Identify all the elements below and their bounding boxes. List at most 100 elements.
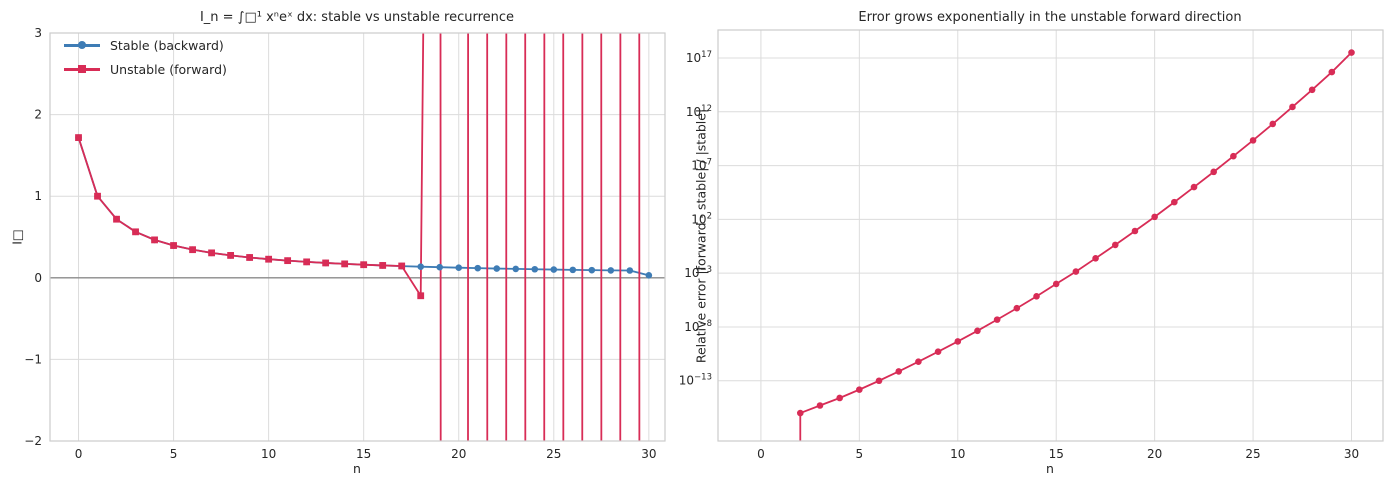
error-marker	[1092, 255, 1099, 262]
error-marker	[974, 327, 981, 335]
right-x-tick-label: 5	[856, 447, 864, 461]
legend-entry-unstable: Unstable (forward)	[64, 60, 227, 79]
left-x-tick-label: 0	[75, 447, 83, 461]
right-x-tick-label: 15	[1049, 447, 1064, 461]
left-y-tick-label: 2	[34, 108, 42, 122]
unstable-marker	[246, 254, 254, 261]
error-marker	[1013, 304, 1021, 312]
error-marker	[796, 409, 804, 417]
stable-marker	[550, 266, 558, 273]
right-x-tick-label: 25	[1245, 447, 1260, 461]
stable-marker	[417, 263, 425, 270]
error-marker	[816, 402, 824, 409]
right-y-tick-label: 10−3	[684, 265, 712, 280]
left-y-tick-label: 1	[34, 189, 42, 203]
right-axes-border	[717, 29, 1384, 442]
left-x-tick-label: 20	[451, 447, 466, 461]
unstable-marker	[132, 228, 139, 236]
stable-marker	[645, 272, 653, 279]
unstable-marker	[284, 257, 292, 265]
legend-entry-stable: Stable (backward)	[64, 36, 227, 55]
right-chart-title: Error grows exponentially in the unstabl…	[858, 10, 1242, 25]
error-marker	[1230, 152, 1237, 160]
error-marker	[993, 316, 1001, 323]
error-marker	[1210, 168, 1217, 176]
stable-circle-marker-icon	[78, 41, 87, 50]
error-marker	[1072, 268, 1080, 275]
stable-line-swatch	[64, 36, 100, 55]
error-marker	[1348, 49, 1355, 56]
error-marker	[836, 394, 843, 402]
stable-marker	[455, 264, 463, 271]
error-marker	[1269, 120, 1277, 128]
unstable-line-swatch	[64, 60, 100, 79]
left-x-tick-label: 25	[546, 447, 561, 461]
right-x-tick-label: 0	[757, 447, 765, 461]
right-y-tick-label: 102	[691, 211, 712, 226]
unstable-marker	[75, 134, 82, 141]
stable-marker	[512, 265, 520, 273]
unstable-marker	[208, 249, 215, 257]
error-marker	[954, 338, 962, 345]
stable-marker	[493, 265, 501, 272]
left-y-axis-label: I□	[9, 229, 25, 245]
right-y-tick-label: 1012	[686, 104, 712, 119]
left-y-tick-label: 3	[34, 26, 42, 40]
right-y-axis-label: Relative error |forward - stable| / |sta…	[693, 108, 709, 364]
stable-marker	[436, 263, 444, 271]
error-marker	[1249, 137, 1257, 144]
left-x-tick-label: 10	[261, 447, 276, 461]
error-marker	[1052, 280, 1060, 288]
unstable-marker	[113, 215, 120, 223]
error-marker	[1151, 213, 1158, 221]
unstable-marker	[303, 258, 311, 266]
unstable-marker	[265, 255, 273, 263]
stable-marker	[626, 267, 634, 274]
stable-marker	[531, 265, 539, 273]
unstable-marker	[398, 262, 406, 270]
legend-label-stable: Stable (backward)	[110, 38, 224, 53]
unstable-marker	[151, 236, 158, 244]
unstable-square-marker-icon	[78, 65, 87, 74]
left-x-tick-label: 5	[170, 447, 178, 461]
legend: Stable (backward) Unstable (forward)	[64, 36, 227, 79]
error-series-line	[799, 51, 1353, 414]
unstable-marker	[227, 252, 235, 259]
left-y-tick-label: −1	[24, 352, 42, 366]
stable-marker	[588, 266, 596, 274]
error-marker	[1289, 103, 1296, 111]
left-x-tick-label: 15	[356, 447, 371, 461]
left-x-tick-label: 30	[641, 447, 656, 461]
error-marker	[1171, 198, 1178, 206]
error-marker	[1131, 227, 1139, 235]
right-y-tick-label: 10−13	[679, 373, 712, 388]
error-marker	[934, 348, 942, 356]
unstable-marker	[94, 192, 101, 200]
stable-marker	[569, 266, 577, 274]
right-x-axis-label: n	[1046, 461, 1054, 476]
unstable-marker	[360, 261, 368, 269]
right-x-tick-label: 10	[950, 447, 965, 461]
stable-marker	[474, 264, 482, 272]
error-marker	[1033, 293, 1040, 300]
error-marker	[875, 377, 883, 385]
stable-marker	[607, 267, 615, 274]
right-y-tick-label: 1017	[686, 50, 712, 65]
error-marker	[1328, 68, 1336, 76]
left-chart-title: I_n = ∫□¹ xⁿeˣ dx: stable vs unstable re…	[199, 10, 515, 25]
right-y-tick-label: 107	[691, 158, 712, 173]
legend-label-unstable: Unstable (forward)	[110, 62, 227, 77]
error-marker	[1111, 241, 1119, 249]
left-axes-border	[49, 32, 666, 442]
left-y-tick-label: 0	[34, 271, 42, 285]
unstable-marker	[417, 292, 425, 300]
right-y-tick-label: 10−8	[684, 319, 712, 334]
error-marker	[915, 358, 922, 365]
right-x-tick-label: 20	[1147, 447, 1162, 461]
error-marker	[1190, 183, 1198, 191]
unstable-marker	[341, 260, 349, 268]
left-y-tick-label: −2	[24, 434, 42, 448]
unstable-marker	[379, 262, 387, 269]
